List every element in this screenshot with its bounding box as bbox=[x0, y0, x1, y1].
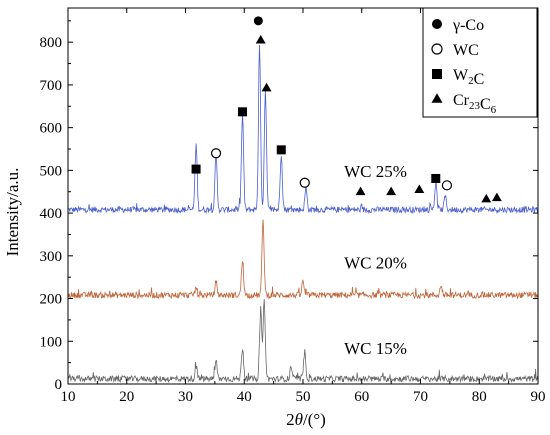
x-tick-label: 70 bbox=[413, 389, 428, 405]
legend-box bbox=[422, 7, 538, 118]
x-tick-label: 60 bbox=[354, 389, 369, 405]
series-label-3: WC 15% bbox=[344, 339, 407, 358]
peak-marker-filled-square bbox=[237, 107, 247, 117]
peak-marker-filled-triangle bbox=[481, 193, 492, 203]
peak-marker-filled-triangle bbox=[261, 82, 272, 92]
y-tick-label: 600 bbox=[40, 121, 63, 137]
peak-marker-filled-square bbox=[276, 145, 286, 155]
legend-label: WC bbox=[453, 42, 479, 59]
series-line-3 bbox=[67, 299, 539, 384]
y-tick-label: 100 bbox=[40, 334, 63, 350]
series-label-1: WC 25% bbox=[344, 162, 407, 181]
series-label-2: WC 20% bbox=[344, 254, 407, 273]
y-axis-label: Intensity/a.u. bbox=[3, 168, 22, 257]
legend-label: Cr23C6 bbox=[453, 92, 497, 116]
legend-label: γ-Co bbox=[452, 17, 484, 34]
peak-marker-filled-triangle bbox=[255, 34, 266, 44]
y-tick-label: 700 bbox=[40, 78, 63, 94]
x-tick-label: 80 bbox=[472, 389, 487, 405]
peak-marker-filled-circle bbox=[253, 16, 263, 26]
y-tick-label: 0 bbox=[55, 377, 63, 393]
x-tick-label: 40 bbox=[237, 389, 252, 405]
legend-marker-filled-square bbox=[432, 69, 442, 79]
y-tick-label: 800 bbox=[40, 35, 63, 51]
peak-marker-open-circle bbox=[210, 148, 222, 159]
x-tick-label: 30 bbox=[178, 389, 193, 405]
x-tick-label: 90 bbox=[531, 389, 546, 405]
x-axis-label: 2θ/(°) bbox=[286, 410, 326, 429]
legend-marker-filled-triangle bbox=[431, 93, 443, 103]
x-tick-label: 20 bbox=[119, 389, 134, 405]
legend-label: W2C bbox=[453, 67, 484, 88]
peak-marker-filled-square bbox=[431, 173, 441, 183]
axes: 10 20 30 40 50 60 70 80 90 0 100 200 300 400 500 600 700… bbox=[40, 7, 546, 405]
legend: γ-Co WC W2C Cr23C6 bbox=[422, 7, 538, 118]
plot-area: WC 25% WC 20% WC 15% bbox=[67, 16, 539, 384]
y-tick-label: 500 bbox=[40, 163, 63, 179]
y-tick-label: 200 bbox=[40, 292, 63, 308]
peak-marker-filled-square bbox=[191, 164, 201, 174]
peak-marker-filled-triangle bbox=[414, 184, 425, 194]
series-line-1 bbox=[67, 44, 539, 215]
peak-marker-filled-triangle bbox=[491, 192, 502, 202]
y-tick-label: 400 bbox=[40, 206, 63, 222]
peak-marker-filled-triangle bbox=[386, 186, 397, 196]
legend-marker-open-circle bbox=[431, 43, 443, 55]
x-tick-label: 50 bbox=[296, 389, 311, 405]
peak-marker-open-circle bbox=[441, 180, 453, 191]
peak-marker-open-circle bbox=[299, 177, 310, 188]
x-tick-label: 10 bbox=[61, 389, 76, 405]
y-tick-label: 300 bbox=[40, 249, 63, 265]
legend-marker-filled-circle bbox=[432, 19, 442, 29]
peak-marker-filled-triangle bbox=[355, 186, 366, 196]
series-line-2 bbox=[67, 219, 539, 300]
